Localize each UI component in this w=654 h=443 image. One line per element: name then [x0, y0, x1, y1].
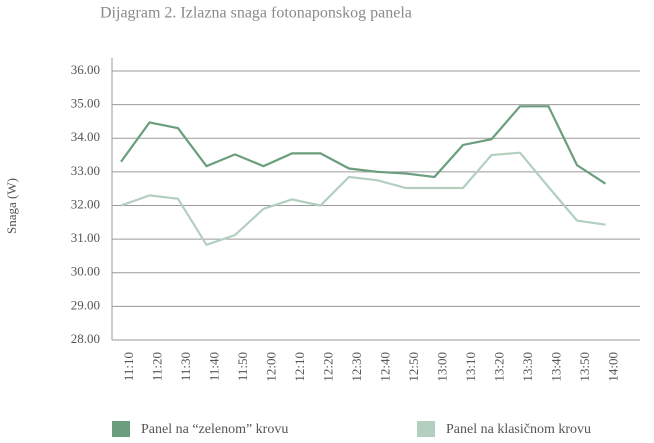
x-tick-label: 11:10: [121, 352, 136, 381]
series-line: [120, 151, 606, 247]
legend-label: Panel na klasičnom krovu: [446, 422, 591, 437]
legend-label: Panel na “zelenom” krovu: [141, 422, 288, 437]
x-tick-label: 11:50: [235, 352, 250, 381]
x-tick-label: 12:40: [377, 352, 392, 382]
x-tick-label: 13:50: [577, 352, 592, 382]
y-tick-label: 31.00: [71, 230, 100, 245]
x-tick-label: 13:40: [548, 352, 563, 382]
x-tick-label: 12:50: [406, 352, 421, 382]
y-tick-label: 36.00: [71, 62, 100, 77]
x-tick-label: 11:40: [206, 352, 221, 381]
series-line: [120, 105, 607, 185]
y-tick-label: 32.00: [71, 196, 100, 211]
x-tick-label: 12:20: [320, 352, 335, 382]
x-tick-label: 12:10: [292, 352, 307, 382]
x-tick-label: 14:00: [605, 352, 620, 382]
x-tick-label: 12:00: [263, 352, 278, 382]
legend-swatch: [112, 421, 130, 437]
y-axis-label: Snaga (W): [4, 178, 19, 234]
y-tick-label: 33.00: [71, 163, 100, 178]
x-tick-label: 11:20: [149, 352, 164, 381]
x-tick-label: 11:30: [178, 352, 193, 381]
y-tick-label: 30.00: [71, 264, 100, 279]
x-tick-label: 13:10: [463, 352, 478, 382]
x-tick-label: 13:20: [491, 352, 506, 382]
x-tick-label: 13:30: [520, 352, 535, 382]
legend-swatch: [417, 421, 435, 437]
y-tick-label: 29.00: [71, 297, 100, 312]
chart-title: Dijagram 2. Izlazna snaga fotonaponskog …: [100, 5, 412, 22]
y-tick-label: 35.00: [71, 96, 100, 111]
y-tick-label: 28.00: [71, 331, 100, 346]
x-tick-label: 13:00: [434, 352, 449, 382]
y-tick-label: 34.00: [71, 129, 100, 144]
x-tick-label: 12:30: [349, 352, 364, 382]
